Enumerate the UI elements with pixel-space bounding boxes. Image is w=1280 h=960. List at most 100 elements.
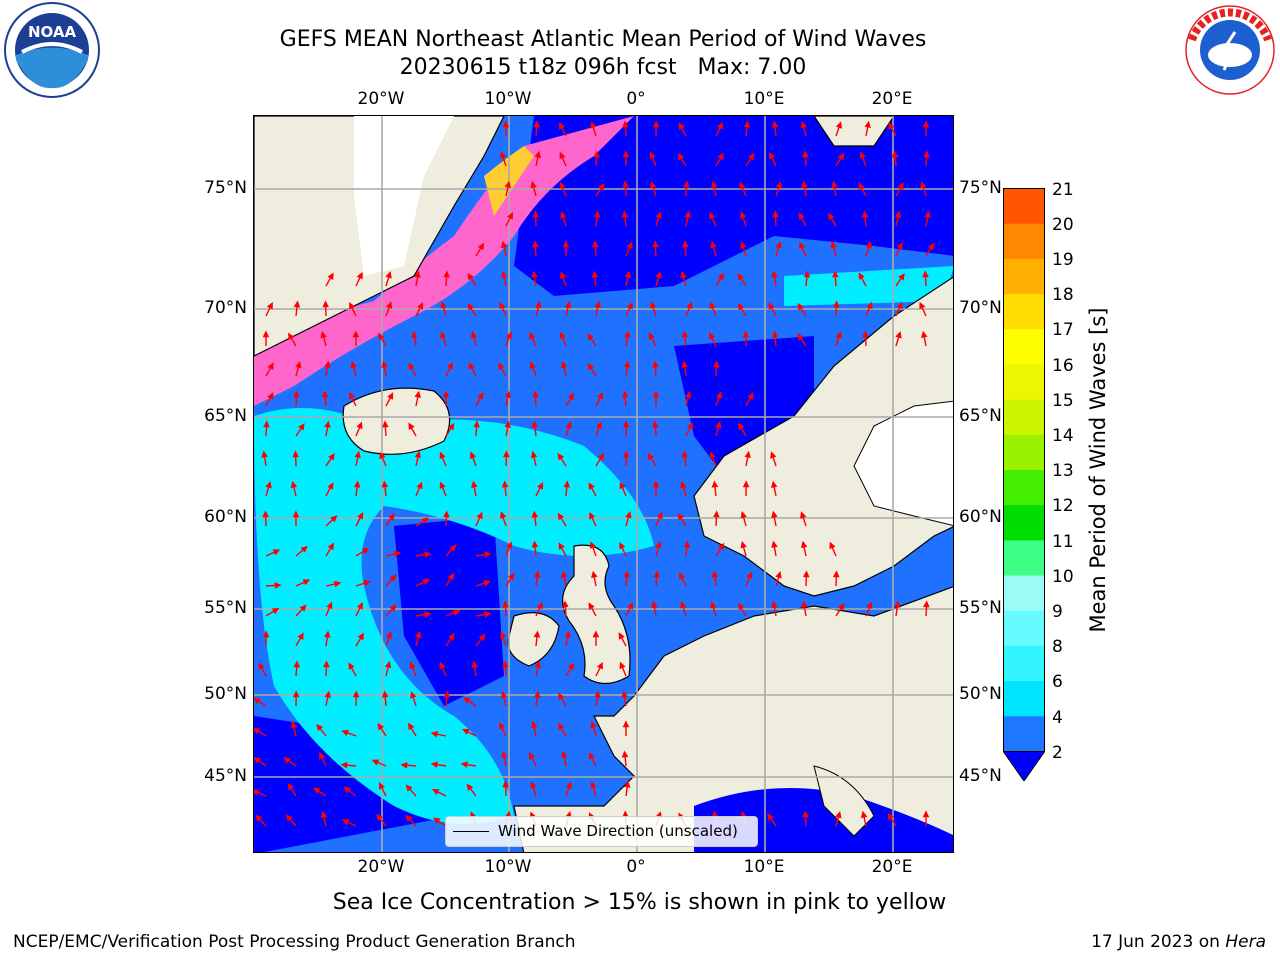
wind-wave-arrowhead	[858, 182, 865, 190]
wind-wave-arrowhead	[924, 210, 931, 218]
wind-wave-arrowhead	[767, 813, 774, 821]
wind-wave-arrowhead	[590, 121, 597, 129]
svalbard-land	[813, 116, 895, 147]
wind-wave-arrowhead	[533, 570, 541, 578]
greenland-ice-sheet	[354, 116, 454, 276]
wind-wave-arrowhead	[287, 332, 295, 341]
wind-wave-arrowhead	[679, 571, 686, 580]
lat-label-left-65n: 65°N	[204, 406, 247, 426]
lat-label-left-70n: 70°N	[204, 298, 247, 318]
wind-wave-arrowhead	[500, 151, 507, 159]
wind-wave-arrowhead	[921, 330, 928, 338]
wind-wave-arrowhead	[287, 782, 295, 791]
wind-wave-arrowhead	[531, 510, 539, 518]
lat-label-left-50n: 50°N	[204, 684, 247, 704]
wind-wave-arrowhead	[770, 451, 777, 459]
wind-wave-arrowhead	[923, 600, 930, 608]
wind-wave-arrowhead	[532, 210, 539, 218]
wind-wave-arrowhead	[561, 570, 568, 578]
lat-label-right-75n: 75°N	[959, 178, 1002, 198]
wind-wave-arrowhead	[709, 301, 716, 310]
wind-wave-arrowhead	[534, 690, 541, 698]
wind-wave-arrowhead	[381, 690, 389, 698]
wind-wave-arrowhead	[316, 723, 324, 732]
colorbar	[1002, 188, 1046, 782]
map-legend: Wind Wave Direction (unscaled)	[445, 816, 758, 847]
wind-wave-arrowhead	[293, 390, 300, 398]
wind-wave-arrowhead	[651, 600, 658, 608]
wind-wave-arrowhead	[775, 241, 782, 249]
wind-wave-arrowhead	[564, 300, 572, 309]
wind-wave-arrowhead	[655, 211, 662, 219]
wind-wave-arrowhead	[626, 301, 633, 310]
wind-wave-arrowhead	[567, 662, 575, 671]
wind-wave-arrowhead	[683, 180, 690, 188]
wind-wave-arrowhead	[466, 783, 474, 792]
wind-wave-arrowhead	[827, 212, 835, 221]
wind-wave-arrowhead	[361, 547, 370, 555]
colorbar-tick-19: 19	[1052, 250, 1074, 270]
wind-wave-arrowhead	[407, 722, 415, 731]
colorbar-tick-13: 13	[1052, 461, 1074, 481]
colorbar-tick-17: 17	[1052, 320, 1074, 340]
wind-wave-arrowhead	[506, 212, 513, 220]
colorbar-segment	[1003, 504, 1045, 541]
wind-wave-arrowhead	[532, 240, 539, 248]
wind-wave-arrowhead	[653, 570, 660, 578]
wind-wave-arrowhead	[416, 481, 423, 490]
sea-ice-note: Sea Ice Concentration > 15% is shown in …	[332, 890, 947, 915]
lon-label-top-0: 0°	[626, 89, 646, 109]
wind-wave-arrowhead	[265, 481, 272, 489]
wind-wave-arrowhead	[621, 390, 629, 398]
wind-wave-arrowhead	[502, 660, 509, 668]
wind-wave-arrowhead	[652, 420, 659, 428]
wind-wave-arrowhead	[348, 662, 355, 670]
wind-wave-arrowhead	[267, 392, 274, 400]
wind-wave-arrowhead	[531, 270, 538, 278]
lat-label-right-45n: 45°N	[959, 766, 1002, 786]
colorbar-segment	[1003, 328, 1045, 365]
wind-wave-arrowhead	[588, 602, 595, 610]
wind-wave-arrowhead	[624, 330, 631, 338]
lat-label-right-70n: 70°N	[959, 298, 1002, 318]
wind-wave-arrowhead	[622, 450, 630, 458]
wind-wave-arrowhead	[283, 756, 291, 764]
wind-wave-arrowhead	[537, 482, 544, 490]
map-subtitle: 20230615 t18z 096h fcst Max: 7.00	[399, 55, 807, 80]
wind-wave-arrowhead	[483, 580, 491, 587]
wind-wave-arrowhead	[484, 551, 492, 558]
wind-wave-arrowhead	[772, 210, 779, 218]
wind-wave-arrowhead	[414, 390, 421, 398]
italy-land	[813, 765, 875, 837]
wind-wave-arrowhead	[356, 421, 363, 430]
wind-wave-arrowhead	[710, 601, 717, 609]
nws-logo	[1180, 0, 1280, 100]
wind-wave-arrowhead	[341, 819, 350, 826]
wind-wave-arrowhead	[590, 781, 597, 789]
wind-wave-arrowhead	[507, 572, 515, 581]
wind-wave-arrowhead	[408, 422, 415, 430]
wind-wave-arrowhead	[678, 122, 685, 130]
svg-text:NOAA: NOAA	[28, 23, 77, 41]
wind-wave-arrowhead	[292, 510, 300, 518]
wind-wave-arrowhead	[835, 810, 842, 819]
wind-wave-arrowhead	[682, 240, 689, 248]
wind-wave-arrowhead	[589, 541, 597, 549]
wind-wave-arrowhead	[713, 510, 720, 518]
wind-wave-arrowhead	[567, 392, 575, 401]
wind-wave-arrowhead	[711, 180, 718, 188]
map-title: GEFS MEAN Northeast Atlantic Mean Period…	[279, 27, 927, 52]
colorbar-tick-11: 11	[1052, 532, 1074, 552]
wind-wave-arrowhead	[711, 570, 719, 578]
wind-wave-arrowhead	[771, 510, 778, 518]
wind-wave-arrowhead	[866, 601, 873, 610]
wind-wave-arrowhead	[377, 722, 385, 731]
wind-wave-arrowhead	[564, 630, 571, 638]
colorbar-label: Mean Period of Wind Waves [s]	[1086, 307, 1110, 633]
wind-wave-arrowhead	[559, 122, 566, 130]
wind-wave-arrowhead	[803, 270, 811, 278]
wind-wave-arrowhead	[740, 540, 747, 549]
wind-wave-arrowhead	[737, 602, 745, 611]
wind-wave-arrowhead	[533, 120, 540, 128]
wind-wave-arrowhead	[598, 182, 605, 191]
